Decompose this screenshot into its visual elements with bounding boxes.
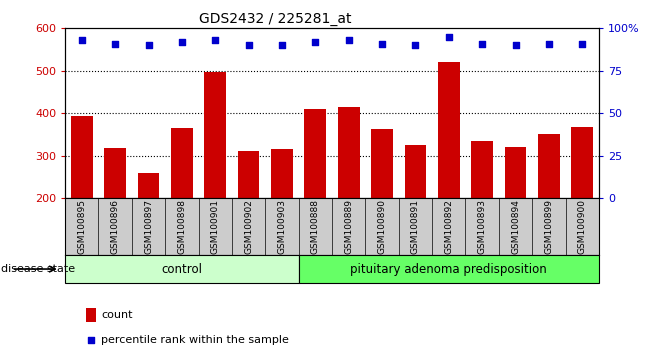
Text: control: control — [161, 263, 202, 275]
Bar — [471, 141, 493, 198]
Text: GSM100902: GSM100902 — [244, 199, 253, 254]
Text: GSM100889: GSM100889 — [344, 199, 353, 254]
Bar — [71, 116, 92, 198]
Point — [86, 337, 96, 342]
Text: pituitary adenoma predisposition: pituitary adenoma predisposition — [350, 263, 547, 275]
Bar — [338, 107, 359, 198]
Text: GSM100903: GSM100903 — [277, 199, 286, 254]
Bar — [137, 173, 159, 198]
Text: GSM100897: GSM100897 — [144, 199, 153, 254]
Point — [377, 41, 387, 46]
Text: GDS2432 / 225281_at: GDS2432 / 225281_at — [199, 12, 351, 26]
Point — [477, 41, 488, 46]
Text: GSM100890: GSM100890 — [378, 199, 387, 254]
Point — [143, 42, 154, 48]
Text: GSM100901: GSM100901 — [211, 199, 220, 254]
Text: GSM100898: GSM100898 — [177, 199, 186, 254]
Text: GSM100894: GSM100894 — [511, 199, 520, 254]
Point — [243, 42, 254, 48]
FancyBboxPatch shape — [65, 255, 299, 283]
Bar — [371, 129, 393, 198]
Bar — [171, 128, 193, 198]
Bar — [505, 147, 527, 198]
Text: GSM100895: GSM100895 — [77, 199, 87, 254]
Point — [510, 42, 521, 48]
Point — [310, 39, 320, 45]
Text: GSM100893: GSM100893 — [478, 199, 487, 254]
Text: GSM100888: GSM100888 — [311, 199, 320, 254]
Bar — [572, 127, 593, 198]
Text: GSM100899: GSM100899 — [544, 199, 553, 254]
Bar — [438, 62, 460, 198]
Text: percentile rank within the sample: percentile rank within the sample — [102, 335, 289, 344]
Bar — [238, 151, 260, 198]
Point — [176, 39, 187, 45]
Bar — [404, 145, 426, 198]
Point — [544, 41, 554, 46]
Text: count: count — [102, 310, 133, 320]
Text: GSM100892: GSM100892 — [444, 199, 453, 254]
Text: GSM100896: GSM100896 — [111, 199, 120, 254]
Bar — [204, 72, 226, 198]
Point — [77, 38, 87, 43]
Point — [277, 42, 287, 48]
Point — [410, 42, 421, 48]
Point — [443, 34, 454, 40]
Text: disease state: disease state — [1, 264, 76, 274]
Bar — [104, 148, 126, 198]
Point — [210, 38, 221, 43]
Text: GSM100900: GSM100900 — [577, 199, 587, 254]
Point — [344, 38, 354, 43]
Text: GSM100891: GSM100891 — [411, 199, 420, 254]
Bar — [305, 109, 326, 198]
FancyBboxPatch shape — [299, 255, 599, 283]
Bar — [538, 134, 560, 198]
Point — [577, 41, 587, 46]
Point — [110, 41, 120, 46]
Bar — [87, 308, 96, 322]
Bar — [271, 149, 293, 198]
